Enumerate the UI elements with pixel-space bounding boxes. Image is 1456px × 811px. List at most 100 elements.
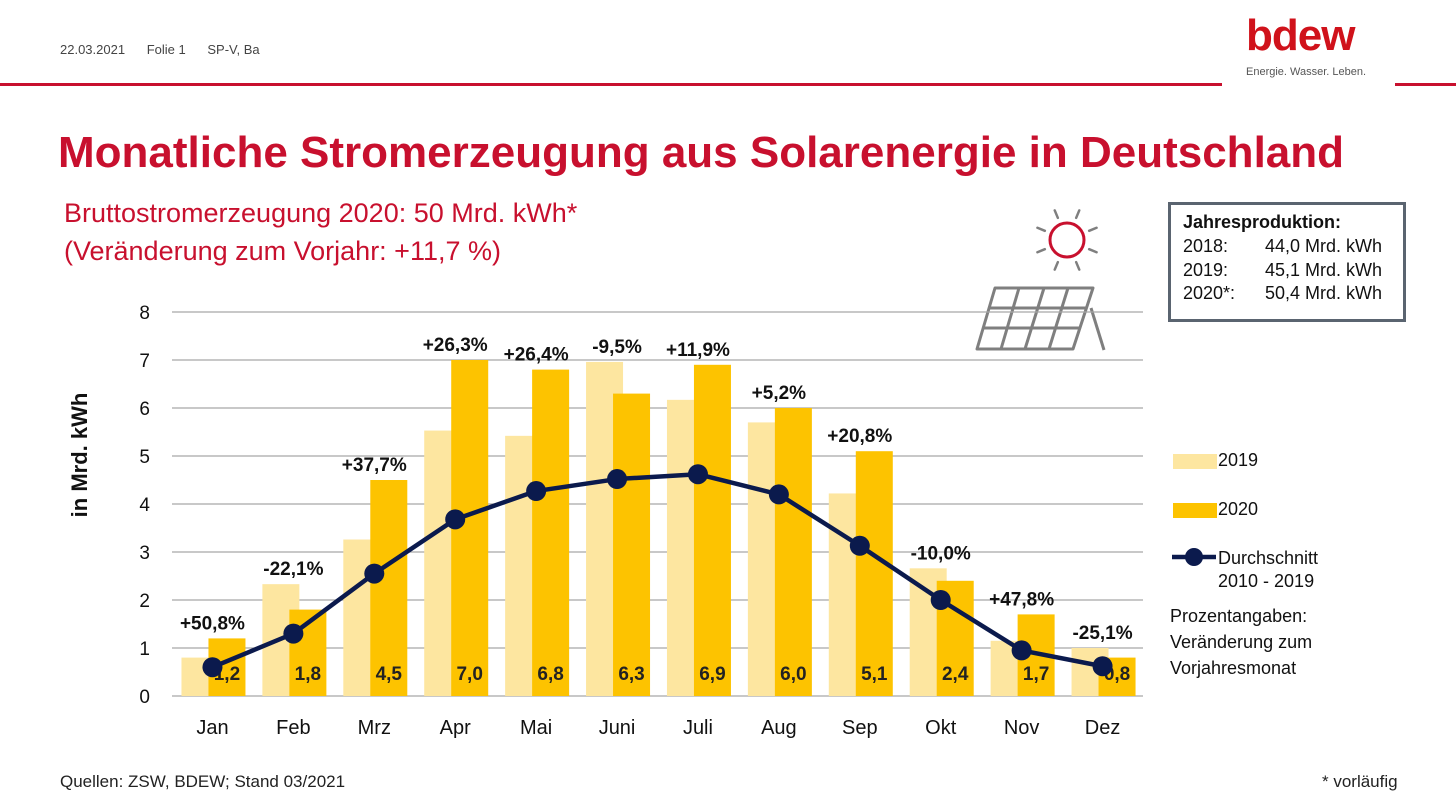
average-point <box>607 469 628 490</box>
x-tick-label: Aug <box>761 717 797 739</box>
bar-2020 <box>370 480 408 696</box>
slide-date: 22.03.2021 <box>60 42 126 57</box>
average-point <box>283 623 304 644</box>
change-label: +20,8% <box>827 426 892 447</box>
legend-swatch-2019 <box>1173 454 1217 469</box>
sun-ray <box>1036 247 1047 254</box>
header-divider-right <box>1395 83 1456 86</box>
subtitle-total: Bruttostromerzeugung 2020: 50 Mrd. kWh* <box>64 198 578 228</box>
y-tick-label: 3 <box>139 543 150 564</box>
average-point <box>1092 656 1113 677</box>
annual-production-year: 2020*: <box>1183 283 1236 303</box>
bar-2020 <box>693 364 731 696</box>
average-point <box>1011 640 1032 661</box>
x-tick-label: Feb <box>276 717 310 739</box>
annual-production-row: 2020*: 50,4 Mrd. kWh <box>1183 282 1391 306</box>
legend-swatch-average-marker <box>1185 548 1203 566</box>
y-tick-label: 4 <box>139 495 150 516</box>
y-tick-label: 8 <box>139 303 150 324</box>
change-label: -22,1% <box>263 559 323 580</box>
legend-swatch-2020 <box>1173 503 1217 518</box>
change-label: -9,5% <box>592 337 642 358</box>
percent-note: Prozentangaben: Veränderung zum Vorjahre… <box>1170 603 1312 681</box>
change-label: +37,7% <box>342 455 407 476</box>
logo-tagline: Energie. Wasser. Leben. <box>1246 66 1367 78</box>
percent-note-line: Vorjahresmonat <box>1170 658 1297 678</box>
legend-average-label: Durchschnitt <box>1218 548 1319 568</box>
slide-number: Folie 1 <box>146 42 186 57</box>
annual-production-year: 2018: <box>1183 236 1229 256</box>
bar-2020-value-label: 7,0 <box>456 664 482 685</box>
x-tick-label: Juni <box>599 717 636 739</box>
subtitle-change: (Veränderung zum Vorjahr: +11,7 %) <box>64 236 501 266</box>
y-axis-label: in Mrd. kWh <box>67 393 92 518</box>
average-point <box>445 509 466 530</box>
percent-note-line: Prozentangaben: <box>1170 606 1308 626</box>
slide-author: SP-V, Ba <box>207 42 260 57</box>
x-tick-label: Juli <box>683 717 713 739</box>
percent-note-line: Veränderung zum <box>1170 632 1313 652</box>
annual-production-row: 2019: 45,1 Mrd. kWh <box>1183 259 1391 283</box>
y-tick-label: 1 <box>139 639 150 660</box>
change-label: +26,4% <box>504 345 569 366</box>
sun-ray <box>1074 260 1081 271</box>
average-point <box>364 563 385 584</box>
sources-note: Quellen: ZSW, BDEW; Stand 03/2021 <box>60 772 346 791</box>
slide-meta: 22.03.2021 Folie 1 SP-V, Ba <box>60 42 278 57</box>
x-tick-label: Mai <box>520 717 552 739</box>
y-tick-label: 2 <box>139 591 150 612</box>
change-label: -10,0% <box>911 543 971 564</box>
bar-2020 <box>855 451 893 696</box>
legend-2019-label: 2019 <box>1218 450 1259 470</box>
bar-2020-value-label: 6,3 <box>618 664 644 685</box>
annual-production-value: 50,4 Mrd. kWh <box>1265 283 1383 303</box>
sun-ray <box>1053 209 1060 220</box>
change-label: +5,2% <box>752 383 807 404</box>
x-tick-label: Okt <box>925 717 957 739</box>
x-tick-label: Mrz <box>358 717 391 739</box>
average-point <box>930 590 951 610</box>
bar-2020-value-label: 2,4 <box>942 664 969 685</box>
legend-2019: 2019 <box>1172 450 1258 471</box>
bar-2020-value-label: 6,9 <box>699 664 725 685</box>
y-tick-label: 0 <box>139 687 150 708</box>
bar-2020-value-label: 6,0 <box>780 664 806 685</box>
legend-average-period: 2010 - 2019 <box>1218 571 1315 591</box>
sun-ray <box>1053 260 1060 271</box>
y-tick-label: 5 <box>139 447 150 468</box>
y-tick-label: 6 <box>139 399 150 420</box>
bar-2020-value-label: 5,1 <box>861 664 888 685</box>
change-label: +50,8% <box>180 613 245 634</box>
logo-wordmark: bdew <box>1246 11 1355 60</box>
bar-2020-value-label: 4,5 <box>376 664 403 685</box>
legend-2020-label: 2020 <box>1218 499 1259 519</box>
average-point <box>687 464 708 485</box>
change-label: +11,9% <box>666 340 730 361</box>
average-point <box>202 657 223 678</box>
x-tick-label: Nov <box>1004 717 1040 739</box>
legend-average: Durchschnitt 2010 - 2019 <box>1172 547 1318 593</box>
change-label: +47,8% <box>989 589 1054 610</box>
sun-ray <box>1074 209 1081 220</box>
annual-production-value: 44,0 Mrd. kWh <box>1265 236 1383 256</box>
average-line <box>211 471 1103 670</box>
average-point <box>768 484 789 505</box>
bar-2020-value-label: 6,8 <box>537 664 563 685</box>
average-point <box>849 535 870 556</box>
header-divider-left <box>0 83 1222 86</box>
x-tick-label: Dez <box>1085 717 1121 739</box>
bar-2020 <box>613 393 651 696</box>
change-label: -25,1% <box>1072 623 1132 644</box>
annual-production-value: 45,1 Mrd. kWh <box>1265 259 1383 280</box>
annual-production-year: 2019: <box>1183 259 1229 280</box>
x-tick-label: Sep <box>842 717 878 739</box>
sun-ray <box>1087 247 1098 254</box>
solar-panel-icon <box>975 286 1106 351</box>
legend-2020: 2020 <box>1172 499 1258 520</box>
y-tick-label: 7 <box>139 351 150 372</box>
x-tick-label: Jan <box>196 717 228 739</box>
page-title: Monatliche Stromerzeugung aus Solarenerg… <box>58 128 1345 177</box>
bar-2020 <box>532 369 570 696</box>
bdew-logo: bdew Energie. Wasser. Leben. <box>1246 11 1376 79</box>
